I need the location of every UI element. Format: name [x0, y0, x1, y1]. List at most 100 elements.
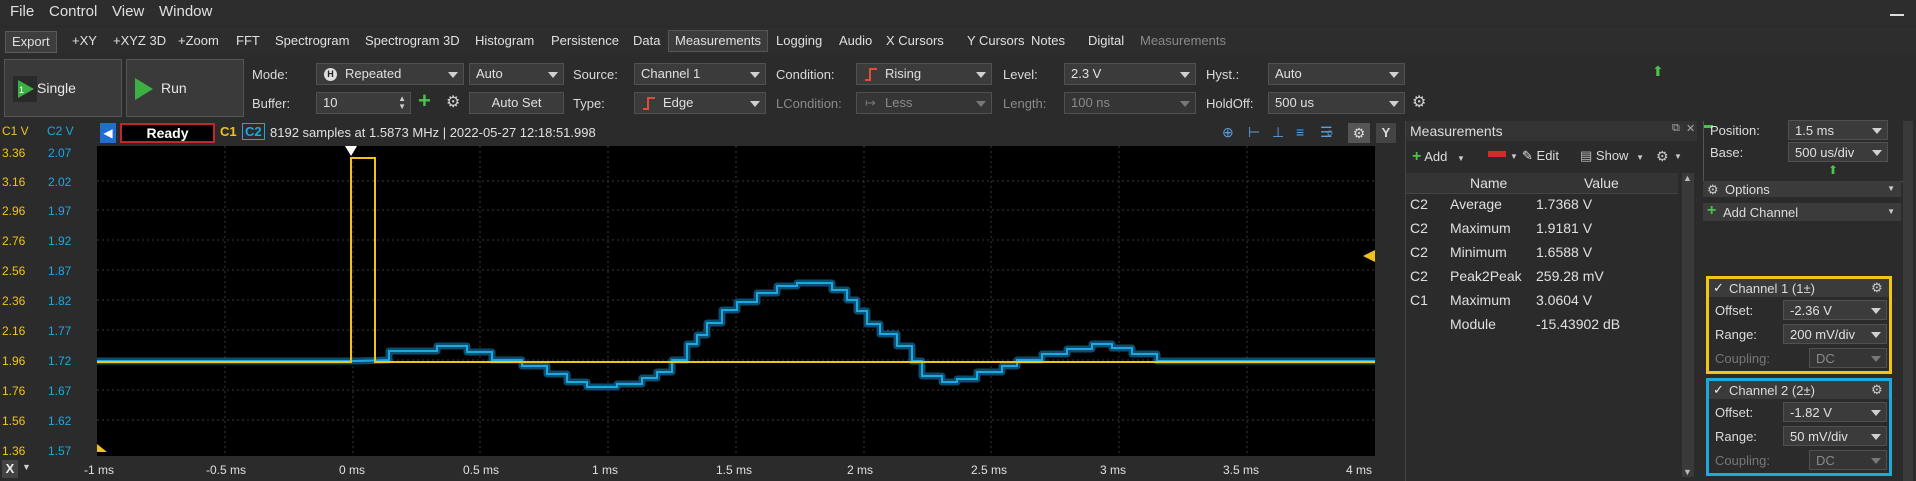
remove-icon[interactable]: [1488, 151, 1506, 157]
panel-scrollbar[interactable]: [1903, 121, 1913, 481]
table-row[interactable]: C1 Maximum 3.0604 V: [1410, 292, 1593, 308]
tab-xy[interactable]: +XY: [72, 33, 97, 48]
float-icon[interactable]: ⧉: [1672, 122, 1680, 134]
ch1-range-select[interactable]: 200 mV/div: [1783, 324, 1887, 344]
table-row[interactable]: C2 Average 1.7368 V: [1410, 196, 1593, 212]
tab-data[interactable]: Data: [633, 33, 661, 48]
tab-spectrogram-3d[interactable]: Spectrogram 3D: [365, 33, 460, 48]
channel-1-header[interactable]: ✓ Channel 1 (1±) ⚙: [1709, 279, 1889, 297]
base-select[interactable]: 500 us/div: [1788, 142, 1888, 162]
gear-icon[interactable]: ⚙: [446, 94, 461, 111]
oscilloscope-plot[interactable]: [97, 146, 1375, 456]
auto-select[interactable]: Auto: [469, 63, 564, 85]
zoom-icon[interactable]: ⊕: [1222, 124, 1234, 140]
tab-zoom[interactable]: +Zoom: [178, 33, 219, 48]
tab-spectrogram[interactable]: Spectrogram: [275, 33, 350, 48]
search-icon[interactable]: ⌕: [1326, 124, 1334, 140]
ch2-offset-input[interactable]: -1.82 V: [1783, 402, 1887, 422]
y-axis-button[interactable]: Y: [1376, 123, 1396, 143]
close-plot-button[interactable]: X: [2, 460, 18, 478]
table-row[interactable]: C2 Peak2Peak 259.28 mV: [1410, 268, 1604, 284]
menu-window[interactable]: Window: [159, 3, 213, 20]
show-button[interactable]: ▤ Show ▼: [1580, 148, 1644, 163]
source-select[interactable]: Channel 1: [634, 63, 766, 85]
ch2-coupling-select[interactable]: DC: [1809, 450, 1887, 470]
run-button[interactable]: Run: [126, 59, 244, 117]
c2-tick: 1.82: [48, 294, 72, 308]
ch1-offset-input[interactable]: -2.36 V: [1783, 300, 1887, 320]
type-select[interactable]: Edge: [634, 92, 766, 114]
tab-export[interactable]: Export: [5, 31, 57, 53]
chevron-down-icon[interactable]: ▼: [1674, 152, 1682, 161]
acquisition-info: 8192 samples at 1.5873 MHz | 2022-05-27 …: [270, 125, 596, 140]
close-icon[interactable]: ✕: [1686, 123, 1696, 135]
table-row[interactable]: C2 Maximum 1.9181 V: [1410, 220, 1593, 236]
spin-icon[interactable]: ▲ ▼: [398, 94, 406, 111]
holdoff-input[interactable]: 500 us: [1268, 92, 1405, 114]
tab-x-cursors[interactable]: X Cursors: [886, 33, 944, 48]
chevron-down-icon[interactable]: ▼: [22, 462, 31, 472]
channel-2-header[interactable]: ✓ Channel 2 (2±) ⚙: [1709, 381, 1889, 399]
position-input[interactable]: 1.5 ms: [1788, 120, 1888, 140]
collapse-icon[interactable]: [1703, 125, 1713, 128]
cursor-v-icon[interactable]: ⊢: [1248, 124, 1261, 140]
holdoff-gear-icon[interactable]: ⚙: [1412, 94, 1427, 111]
level-input[interactable]: 2.3 V: [1064, 63, 1196, 85]
x-tick: 2 ms: [846, 463, 874, 477]
tab-persistence[interactable]: Persistence: [551, 33, 619, 48]
condition-select[interactable]: Rising: [856, 63, 992, 85]
scroll-up-icon[interactable]: ▲: [1683, 173, 1692, 183]
table-row[interactable]: Module -15.43902 dB: [1450, 316, 1621, 332]
minimize-icon[interactable]: [1886, 4, 1908, 20]
ch1-coupling-select[interactable]: DC: [1809, 348, 1887, 368]
add-measurement-button[interactable]: + Add ▼: [1412, 148, 1465, 165]
scroll-left-icon[interactable]: ◀: [100, 123, 116, 143]
c2-tag[interactable]: C2: [242, 123, 265, 140]
options-button[interactable]: ⚙ Options ▼: [1703, 181, 1901, 197]
status-badge: Ready: [120, 123, 215, 143]
menu-view[interactable]: View: [112, 3, 145, 20]
lcondition-select[interactable]: ↦ Less: [856, 92, 992, 114]
c1-tag[interactable]: C1: [220, 124, 237, 139]
up-arrow-icon[interactable]: ⬆: [1828, 163, 1839, 177]
checkmark-icon[interactable]: ✓: [1713, 382, 1724, 397]
tab-y-cursors[interactable]: Y Cursors: [967, 33, 1025, 48]
tab-xyz-3d[interactable]: +XYZ 3D: [113, 33, 167, 48]
menu-file[interactable]: File: [10, 3, 35, 20]
add-buffer-icon[interactable]: +: [418, 88, 431, 113]
chevron-down-icon[interactable]: ▼: [1510, 152, 1518, 161]
add-channel-button[interactable]: + Add Channel ▼: [1703, 202, 1901, 221]
ground-marker: [97, 444, 107, 452]
single-button[interactable]: 1 Single: [4, 59, 122, 117]
tab-measurements-disabled[interactable]: Measurements: [1140, 33, 1226, 48]
checkmark-icon[interactable]: ✓: [1713, 280, 1724, 295]
length-input[interactable]: 100 ns: [1064, 92, 1196, 114]
gear-icon[interactable]: ⚙: [1871, 382, 1883, 397]
tab-fft[interactable]: FFT: [236, 33, 260, 48]
plot-settings-icon[interactable]: ⚙: [1348, 123, 1370, 143]
ch2-range-select[interactable]: 50 mV/div: [1783, 426, 1887, 446]
tab-histogram[interactable]: Histogram: [475, 33, 535, 48]
auto-set-button[interactable]: Auto Set: [469, 92, 564, 114]
up-arrow-icon[interactable]: ⬆: [1652, 63, 1664, 79]
tab-logging[interactable]: Logging: [776, 33, 823, 48]
cursor-list-icon[interactable]: ≡: [1296, 124, 1305, 140]
table-row[interactable]: C2 Minimum 1.6588 V: [1410, 244, 1593, 260]
edit-measurement-button[interactable]: ✎ Edit: [1522, 148, 1559, 163]
tab-notes[interactable]: Notes: [1031, 33, 1065, 48]
buffer-spinbox[interactable]: 10 ▲ ▼: [316, 92, 411, 114]
cursor-h-icon[interactable]: ⊥: [1272, 124, 1285, 140]
measurements-scrollbar[interactable]: ▲ ▼: [1682, 173, 1694, 477]
tab-digital[interactable]: Digital: [1088, 33, 1125, 48]
grid-icon[interactable]: ☰: [1320, 124, 1333, 140]
chevron-down-icon: ▼: [1457, 154, 1465, 163]
tab-measurements[interactable]: Measurements: [668, 30, 768, 52]
hyst-select[interactable]: Auto: [1268, 63, 1405, 85]
settings-icon[interactable]: ⚙: [1656, 148, 1669, 164]
mode-select[interactable]: H Repeated: [316, 63, 464, 85]
plus-icon: +: [1412, 148, 1422, 165]
menu-control[interactable]: Control: [49, 3, 98, 20]
scroll-down-icon[interactable]: ▼: [1683, 467, 1692, 477]
gear-icon[interactable]: ⚙: [1871, 280, 1883, 295]
tab-audio[interactable]: Audio: [839, 33, 873, 48]
